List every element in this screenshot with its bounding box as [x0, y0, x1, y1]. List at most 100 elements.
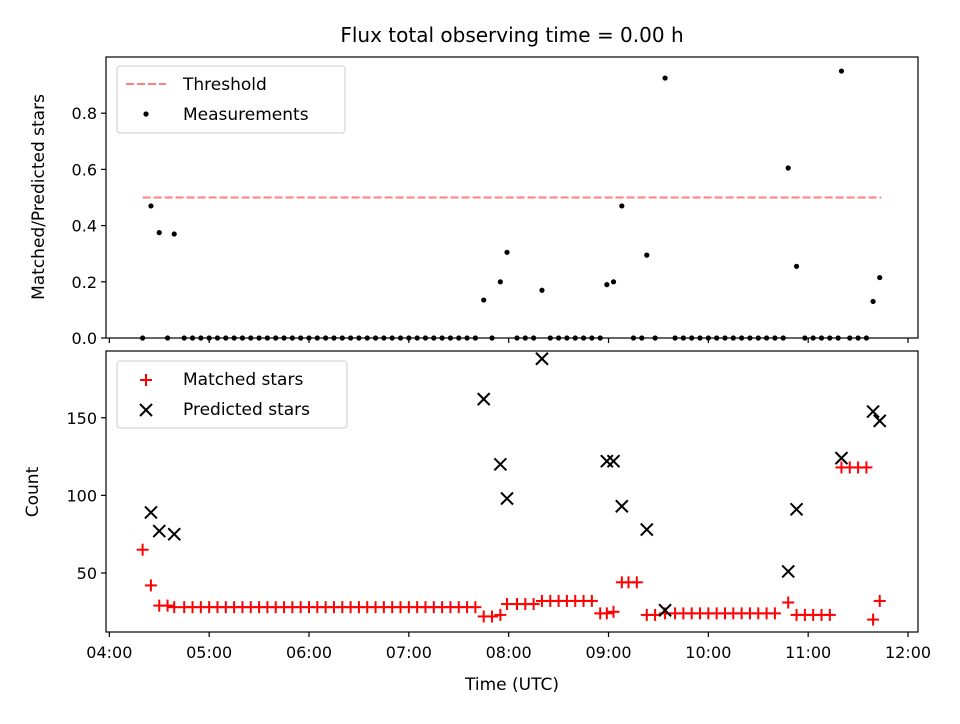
measurement-point	[589, 335, 595, 341]
measurement-point	[747, 335, 753, 341]
measurement-point	[604, 282, 610, 288]
matched-stars-point	[527, 598, 540, 611]
measurement-point	[630, 335, 637, 341]
measurement-point	[264, 335, 271, 341]
measurement-point	[705, 335, 711, 341]
measurement-point	[439, 335, 445, 341]
predicted-stars-point	[873, 414, 887, 428]
measurement-point	[140, 335, 146, 341]
x-tick-label: 08:00	[486, 643, 532, 662]
matched-stars-point	[161, 599, 174, 612]
measurement-point	[381, 335, 387, 341]
count-y-axis-label: Count	[23, 466, 43, 517]
matched-stars-point	[607, 605, 620, 618]
measurement-point	[802, 335, 808, 341]
measurement-point	[522, 335, 528, 341]
measurement-point	[331, 335, 337, 341]
measurement-point	[189, 335, 196, 341]
x-tick-label: 06:00	[286, 643, 332, 662]
measurement-point	[156, 230, 162, 236]
measurement-point	[356, 335, 362, 341]
measurement-point	[231, 335, 237, 341]
measurement-point	[739, 335, 745, 341]
x-tick-label: 12:00	[885, 643, 931, 662]
measurement-point	[281, 335, 287, 341]
measurement-point	[289, 335, 295, 341]
matched-stars-point	[823, 608, 836, 621]
count-panel: 04:00 05:00 06:00 07:00 08:00 09:00 10:00 11:00…	[23, 350, 931, 662]
measurement-point	[863, 335, 870, 341]
measurement-point	[722, 335, 728, 341]
predicted-stars-point	[500, 491, 514, 506]
measurement-point	[818, 335, 825, 341]
legend-matched-label: Matched stars	[183, 370, 303, 390]
measurement-point	[838, 68, 845, 74]
legend-matched-swatch	[140, 374, 152, 386]
measurement-point	[689, 335, 695, 341]
measurement-point	[504, 249, 510, 255]
measurement-point	[639, 335, 645, 341]
y-tick-label: 150	[66, 409, 97, 428]
x-tick-label: 11:00	[785, 643, 831, 662]
measurement-point	[298, 335, 304, 341]
matched-stars-point	[867, 613, 880, 626]
measurement-point	[680, 335, 686, 341]
x-axis-label: Time (UTC)	[464, 675, 559, 695]
predicted-stars-point	[834, 451, 849, 465]
measurement-point	[564, 335, 570, 341]
predicted-stars-point	[600, 454, 614, 468]
measurement-point	[206, 335, 212, 341]
chart-title: Flux total observing time = 0.00 h	[340, 23, 683, 47]
measurement-point	[489, 335, 495, 341]
measurement-point	[431, 335, 437, 341]
measurement-point	[835, 335, 841, 341]
measurement-point	[181, 335, 187, 341]
measurement-point	[472, 335, 478, 341]
y-tick-label: 0.8	[72, 104, 97, 123]
measurement-point	[347, 335, 354, 341]
measurement-point	[730, 335, 736, 341]
measurement-point	[239, 335, 246, 341]
predicted-stars-point	[781, 564, 795, 579]
matched-stars-point	[494, 608, 507, 621]
x-tick-label: 07:00	[386, 643, 432, 662]
measurement-point	[572, 335, 578, 341]
measurement-point	[306, 335, 312, 341]
measurement-point	[148, 203, 154, 209]
measurement-point	[662, 75, 668, 81]
count-legend-box	[116, 360, 348, 429]
measurement-point	[164, 335, 171, 341]
measurement-point	[414, 335, 420, 341]
measurement-point	[456, 335, 462, 341]
legend-measurements-swatch	[143, 111, 149, 117]
y-tick-label: 0.4	[72, 217, 97, 236]
measurement-point	[389, 335, 395, 341]
measurement-point	[248, 335, 254, 341]
ratio-y-axis-label: Matched/Predicted stars	[29, 94, 49, 300]
x-tick-label: 04:00	[86, 643, 132, 662]
x-tick-label: 10:00	[685, 643, 731, 662]
measurement-point	[364, 335, 370, 341]
measurement-point	[547, 335, 553, 341]
measurement-point	[497, 279, 503, 285]
measurement-point	[372, 335, 379, 341]
matched-stars-point	[136, 543, 149, 556]
predicted-stars-point	[789, 502, 804, 517]
measurement-point	[580, 335, 587, 341]
measurement-point	[171, 231, 177, 237]
measurement-point	[855, 335, 861, 341]
measurement-point	[539, 287, 545, 293]
measurement-point	[644, 252, 650, 258]
measurement-point	[619, 203, 625, 209]
predicted-stars-point	[477, 392, 491, 406]
y-tick-label: 100	[66, 486, 97, 505]
predicted-stars-point	[866, 404, 880, 419]
matched-stars-point	[630, 576, 643, 589]
measurement-point	[555, 335, 562, 341]
measurement-point	[755, 335, 761, 341]
predicted-stars-point	[535, 352, 549, 366]
matched-stars-point	[768, 607, 781, 620]
measurement-point	[273, 335, 279, 341]
predicted-stars-point	[167, 527, 181, 541]
